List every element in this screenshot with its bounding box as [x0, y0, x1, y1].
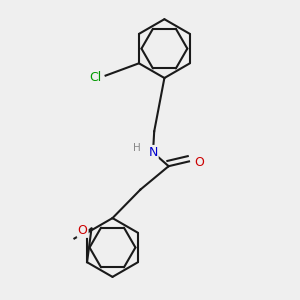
Text: O: O [78, 224, 88, 237]
Text: N: N [148, 146, 158, 159]
Text: Cl: Cl [89, 71, 101, 84]
Text: H: H [133, 143, 140, 153]
Text: O: O [194, 155, 204, 169]
Text: O: O [78, 224, 88, 237]
Text: N: N [148, 146, 158, 159]
Text: H: H [133, 143, 140, 153]
Text: O: O [194, 155, 204, 169]
Text: Cl: Cl [89, 71, 101, 84]
